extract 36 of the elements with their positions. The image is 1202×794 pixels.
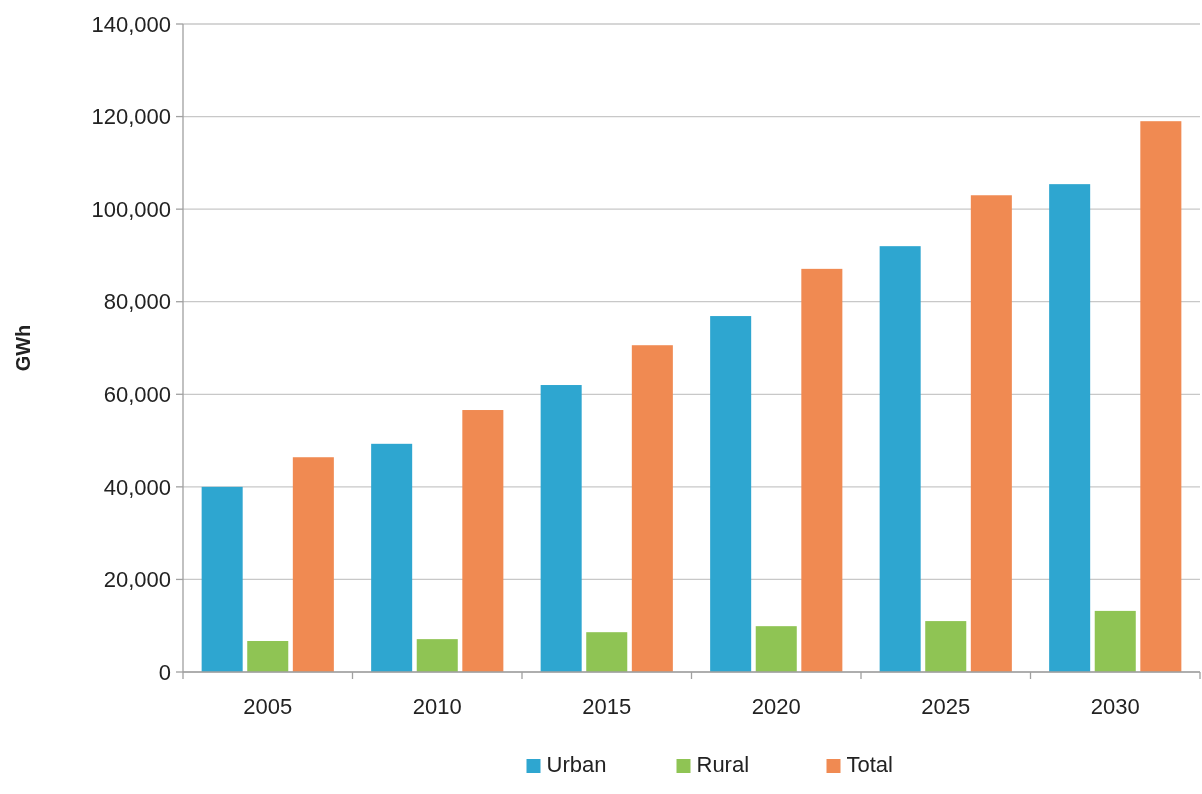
bar	[586, 632, 628, 672]
bar	[631, 345, 673, 672]
bar	[247, 640, 289, 672]
y-tick-label: 20,000	[103, 567, 171, 593]
bar	[540, 385, 582, 672]
bar	[801, 268, 843, 672]
y-tick-label: 60,000	[103, 381, 171, 407]
x-tick-label: 2030	[1090, 694, 1140, 719]
bar	[710, 316, 752, 672]
y-tick-label: 140,000	[91, 11, 171, 37]
x-tick-label: 2015	[582, 694, 632, 719]
bar	[1049, 184, 1091, 672]
y-tick-label: 40,000	[103, 474, 171, 500]
bar	[462, 410, 504, 672]
bar	[755, 626, 797, 672]
x-tick-label: 2005	[243, 694, 293, 719]
bar	[1094, 610, 1136, 672]
y-tick-label: 80,000	[103, 289, 171, 315]
bar	[970, 195, 1012, 672]
legend-label: Total	[846, 752, 893, 777]
y-tick-label: 100,000	[91, 196, 171, 222]
x-tick-label: 2020	[751, 694, 801, 719]
x-tick-label: 2010	[412, 694, 462, 719]
y-axis-title: GWh	[12, 324, 34, 372]
bar	[416, 639, 458, 672]
bar	[1140, 121, 1182, 672]
bar	[292, 457, 334, 672]
y-tick-label: 0	[158, 659, 171, 685]
bar	[201, 486, 243, 672]
legend-label: Rural	[696, 752, 750, 777]
bar	[925, 621, 967, 672]
bar	[371, 443, 413, 672]
legend-label: Urban	[546, 752, 607, 777]
x-tick-label: 2025	[921, 694, 971, 719]
bar	[879, 246, 921, 672]
y-tick-label: 120,000	[91, 104, 171, 130]
